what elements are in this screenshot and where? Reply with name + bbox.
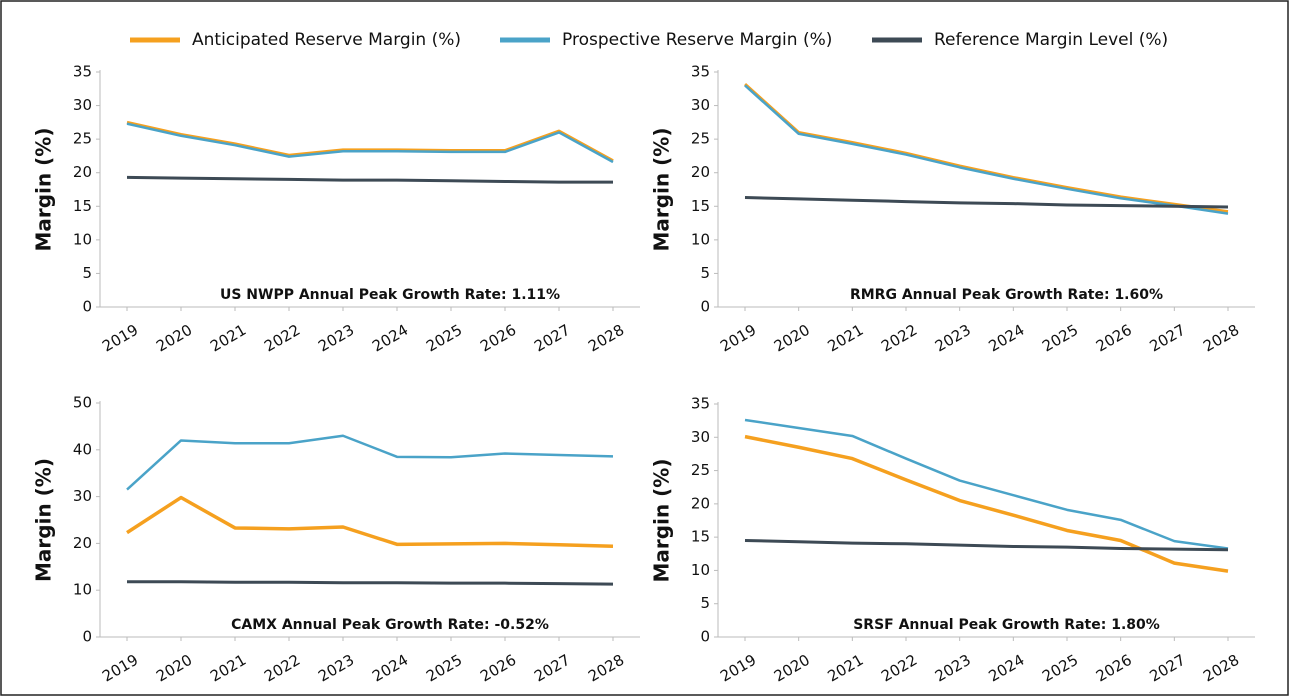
y-tick-label: 20 — [691, 494, 710, 512]
y-tick-label: 10 — [691, 561, 710, 579]
y-tick-label: 40 — [73, 440, 92, 458]
series-line — [126, 122, 614, 164]
series-line — [126, 434, 614, 491]
y-axis-label: Margin (%) — [650, 128, 674, 252]
y-tick-label: 35 — [691, 395, 710, 413]
y-tick-label: 25 — [691, 130, 710, 148]
series-line — [126, 495, 614, 548]
y-tick-label: 20 — [73, 534, 92, 552]
y-tick-label: 0 — [700, 298, 710, 316]
y-tick-label: 0 — [82, 298, 92, 316]
y-tick-label: 0 — [700, 628, 710, 646]
y-tick-label: 15 — [691, 197, 710, 215]
legend-label: Prospective Reserve Margin (%) — [562, 30, 832, 50]
series-line — [743, 82, 1229, 214]
y-axis-label: Margin (%) — [32, 128, 56, 252]
series-line — [744, 84, 1229, 215]
y-tick-label: 15 — [691, 528, 710, 546]
series-line — [744, 538, 1229, 552]
series-line — [744, 418, 1229, 550]
y-tick-label: 30 — [73, 487, 92, 505]
y-tick-label: 30 — [691, 428, 710, 446]
y-tick-label: 10 — [73, 230, 92, 248]
y-tick-label: 30 — [73, 96, 92, 114]
y-tick-label: 10 — [691, 230, 710, 248]
y-tick-label: 5 — [82, 264, 92, 282]
y-axis-label: Margin (%) — [650, 459, 674, 583]
y-tick-label: 10 — [73, 581, 92, 599]
y-tick-label: 30 — [691, 96, 710, 114]
annotation: SRSF Annual Peak Growth Rate: 1.80% — [853, 617, 1160, 633]
series-line — [126, 175, 613, 184]
y-tick-label: 50 — [73, 394, 92, 412]
legend-label: Anticipated Reserve Margin (%) — [192, 30, 461, 50]
y-tick-label: 5 — [700, 594, 710, 612]
y-tick-label: 15 — [73, 197, 92, 215]
legend-label: Reference Margin Level (%) — [934, 30, 1168, 50]
y-tick-label: 20 — [73, 163, 92, 181]
annotation: RMRG Annual Peak Growth Rate: 1.60% — [850, 287, 1163, 303]
y-tick-label: 25 — [691, 461, 710, 479]
series-line — [744, 196, 1229, 209]
y-tick-label: 5 — [700, 264, 710, 282]
y-tick-label: 35 — [73, 63, 92, 81]
y-tick-label: 25 — [73, 130, 92, 148]
y-tick-label: 20 — [691, 163, 710, 181]
annotation: CAMX Annual Peak Growth Rate: -0.52% — [231, 617, 549, 633]
series-line — [127, 580, 614, 586]
annotation: US NWPP Annual Peak Growth Rate: 1.11% — [220, 287, 560, 303]
y-axis-label: Margin (%) — [32, 458, 56, 582]
series-line — [126, 120, 614, 162]
series-line — [744, 434, 1229, 573]
y-tick-label: 35 — [691, 63, 710, 81]
y-tick-label: 0 — [82, 628, 92, 646]
